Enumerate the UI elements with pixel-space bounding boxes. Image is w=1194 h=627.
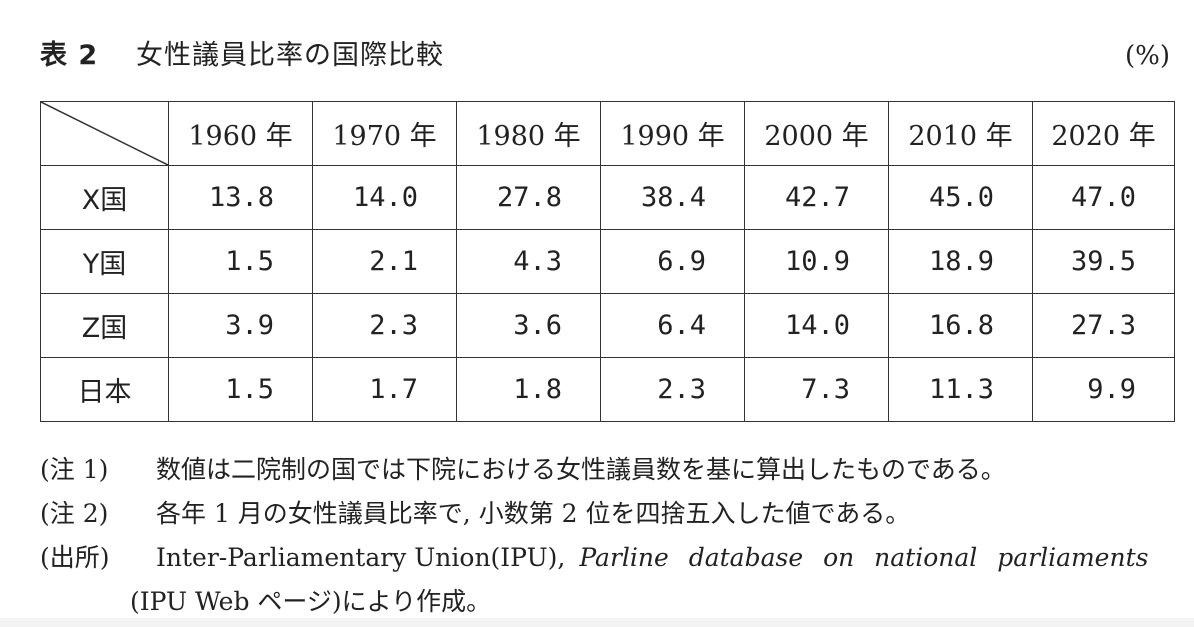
- header-row: 1960 年 1970 年 1980 年 1990 年 2000 年 2010 …: [40, 101, 1175, 166]
- table-title-row: 表 2 女性議員比率の国際比較 (%): [40, 36, 1170, 76]
- table-cell: 1.7: [312, 357, 457, 422]
- table-cell: 6.4: [600, 293, 745, 358]
- column-header: 1990 年: [600, 101, 745, 166]
- source-line: (出所) Inter-Parliamentary Union(IPU), Par…: [40, 536, 1180, 580]
- table-cell: 45.0: [888, 165, 1033, 230]
- table-cell: 14.0: [312, 165, 457, 230]
- note-key: (注 2): [40, 499, 109, 528]
- table-cell: 2.3: [600, 357, 745, 422]
- note-1: (注 1) 数値は二院制の国では下院における女性議員数を基に算出したものである。: [40, 448, 1180, 492]
- note-text: 数値は二院制の国では下院における女性議員数を基に算出したものである。: [156, 455, 1006, 484]
- table-row: 日本 1.5 1.7 1.8 2.3 7.3 11.3 9.9: [40, 357, 1175, 422]
- table-cell: 38.4: [600, 165, 745, 230]
- table-cell: 47.0: [1032, 165, 1175, 230]
- row-header: Z国: [40, 293, 169, 358]
- table-cell: 18.9: [888, 229, 1033, 294]
- table-cell: 1.5: [168, 229, 313, 294]
- table-cell: 1.5: [168, 357, 313, 422]
- table-cell: 3.6: [456, 293, 601, 358]
- table-cell: 7.3: [744, 357, 889, 422]
- column-header: 1960 年: [168, 101, 313, 166]
- note-key: (注 1): [40, 455, 109, 484]
- data-table: 1960 年 1970 年 1980 年 1990 年 2000 年 2010 …: [40, 101, 1175, 422]
- page-bottom-strip: [0, 618, 1194, 627]
- table-cell: 13.8: [168, 165, 313, 230]
- table-cell: 14.0: [744, 293, 889, 358]
- table-cell: 2.1: [312, 229, 457, 294]
- column-header: 1970 年: [312, 101, 457, 166]
- column-header: 2010 年: [888, 101, 1033, 166]
- unit-label: (%): [1125, 41, 1170, 71]
- table-cell: 27.8: [456, 165, 601, 230]
- row-header: Y国: [40, 229, 169, 294]
- note-text: 各年 1 月の女性議員比率で, 小数第 2 位を四捨五入した値である。: [156, 499, 911, 528]
- table-cell: 42.7: [744, 165, 889, 230]
- table-cell: 9.9: [1032, 357, 1175, 422]
- corner-cell: [40, 101, 169, 166]
- table-cell: 10.9: [744, 229, 889, 294]
- column-header: 1980 年: [456, 101, 601, 166]
- source-organization: Inter-Parliamentary Union(IPU),: [156, 543, 566, 572]
- source-database: Parline database on national parliaments: [579, 543, 1149, 572]
- column-header: 2020 年: [1032, 101, 1175, 166]
- table-cell: 11.3: [888, 357, 1033, 422]
- table-row: Z国 3.9 2.3 3.6 6.4 14.0 16.8 27.3: [40, 293, 1175, 358]
- source-continuation: (IPU Web ページ)により作成。: [130, 587, 492, 616]
- note-2: (注 2) 各年 1 月の女性議員比率で, 小数第 2 位を四捨五入した値である…: [40, 492, 1180, 536]
- table-cell: 2.3: [312, 293, 457, 358]
- column-header: 2000 年: [744, 101, 889, 166]
- table-cell: 16.8: [888, 293, 1033, 358]
- diagonal-line: [41, 102, 168, 165]
- table-cell: 3.9: [168, 293, 313, 358]
- table-row: Y国 1.5 2.1 4.3 6.9 10.9 18.9 39.5: [40, 229, 1175, 294]
- table-cell: 1.8: [456, 357, 601, 422]
- notes-section: (注 1) 数値は二院制の国では下院における女性議員数を基に算出したものである。…: [40, 448, 1180, 624]
- table-cell: 27.3: [1032, 293, 1175, 358]
- row-header: 日本: [40, 357, 169, 422]
- source-key: (出所): [40, 543, 110, 572]
- table-number: 表 2: [40, 40, 99, 71]
- table-cell: 4.3: [456, 229, 601, 294]
- table-title: 女性議員比率の国際比較: [136, 40, 444, 71]
- table-cell: 6.9: [600, 229, 745, 294]
- table-row: X国 13.8 14.0 27.8 38.4 42.7 45.0 47.0: [40, 165, 1175, 230]
- row-header: X国: [40, 165, 169, 230]
- table-cell: 39.5: [1032, 229, 1175, 294]
